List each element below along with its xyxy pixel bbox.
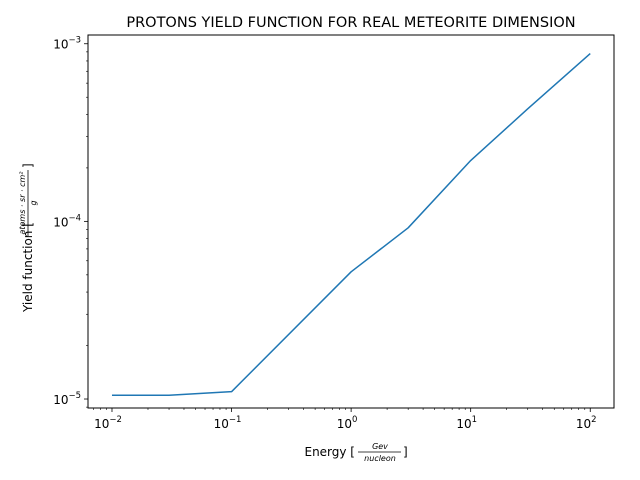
x-axis-ticks: 10−2 10−1 100 101 102 (93, 408, 597, 431)
x-tick-label: 100 (337, 415, 358, 431)
x-tick-label: 10−1 (214, 415, 242, 431)
x-axis-label: Energy [ Gev nucleon ] (304, 442, 407, 463)
plot-area (111, 53, 591, 396)
x-axis-label-suffix: ] (403, 445, 408, 459)
x-axis-label-prefix: Energy [ (304, 445, 355, 459)
y-tick-label: 10−4 (53, 213, 81, 229)
y-axis-ticks: 10−5 10−4 10−3 (53, 36, 88, 408)
x-tick-label: 10−2 (94, 415, 122, 431)
y-tick-label: 10−3 (53, 36, 81, 52)
axes-frame (87, 34, 615, 409)
y-axis-label-denominator: g (29, 200, 38, 205)
x-axis-label-denominator: nucleon (364, 454, 396, 463)
y-axis-label-prefix: Yield function [ (21, 222, 35, 313)
x-axis-label-numerator: Gev (372, 442, 388, 451)
y-tick-label: 10−5 (53, 391, 81, 407)
x-tick-label: 101 (456, 415, 477, 431)
series-line-0 (111, 53, 591, 396)
y-axis-label-numerator: atoms · sr · cm² (18, 171, 27, 235)
y-axis-label: Yield function [ atoms · sr · cm² g ] (18, 163, 38, 313)
y-axis-label-suffix: ] (21, 163, 35, 168)
x-tick-label: 102 (576, 415, 597, 431)
chart-title: PROTONS YIELD FUNCTION FOR REAL METEORIT… (126, 15, 575, 31)
